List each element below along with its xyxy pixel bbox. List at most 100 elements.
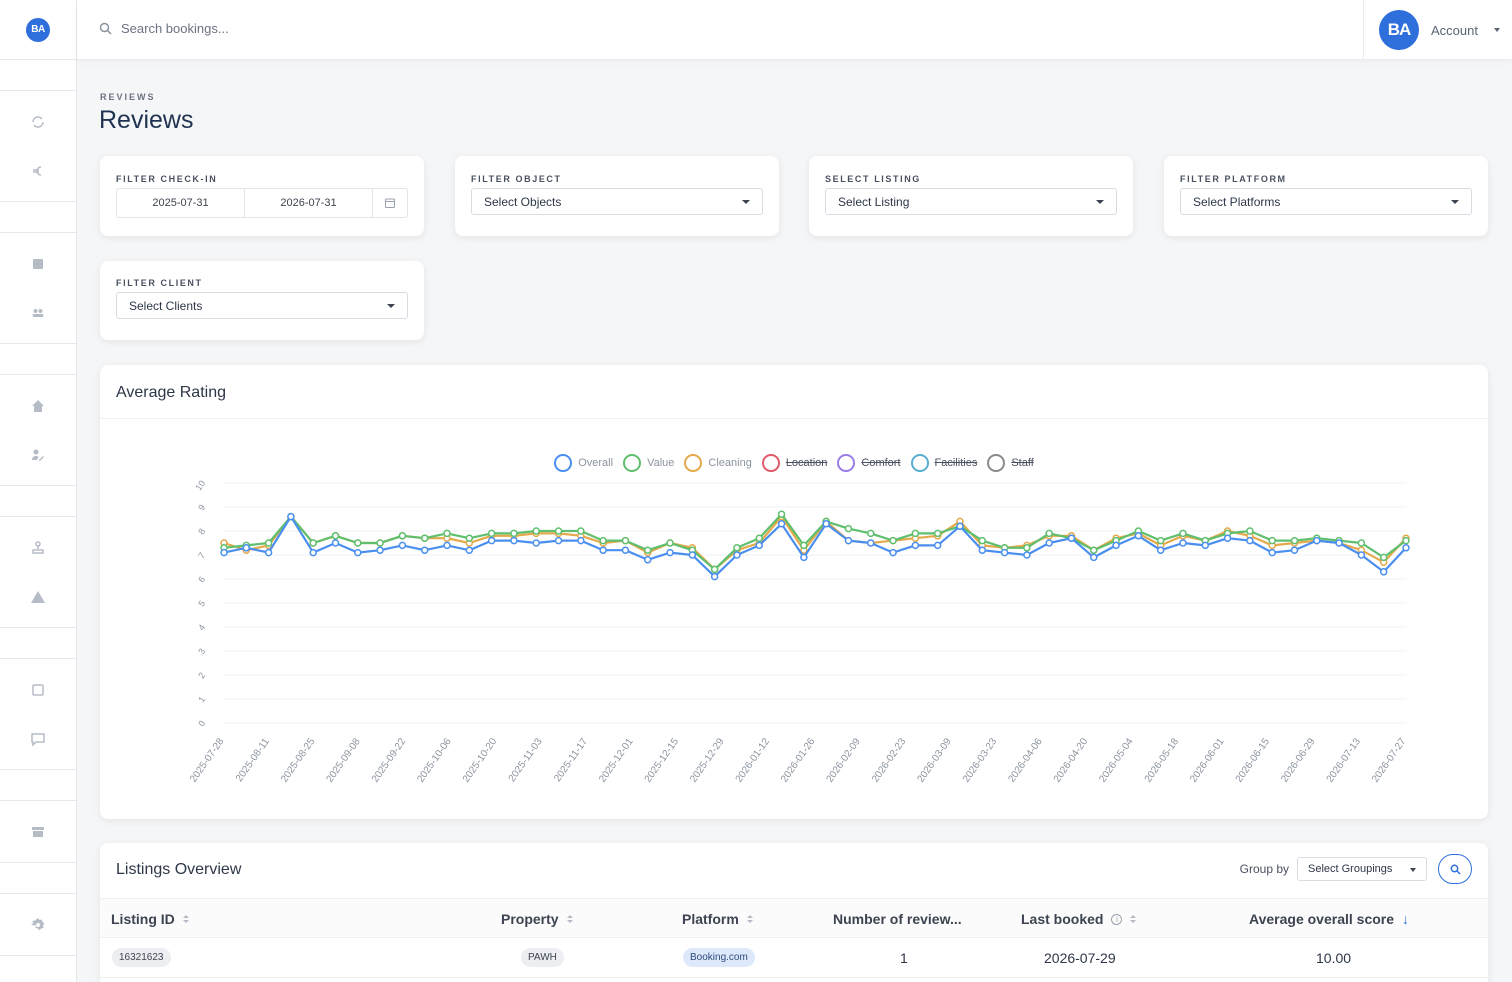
data-point-value [1179, 529, 1187, 538]
avatar[interactable]: BA [1379, 10, 1419, 50]
chevron-down-icon [742, 200, 750, 204]
sidebar-logo[interactable]: BA [0, 0, 76, 60]
data-point-overall [621, 546, 630, 554]
col-listing-id[interactable]: Listing ID [111, 911, 189, 927]
group-by-value: Select Groupings [1308, 863, 1393, 875]
data-point-overall [1045, 539, 1053, 547]
legend-item-overall[interactable]: Overall [554, 454, 613, 472]
col-listing-id-label: Listing ID [111, 911, 175, 927]
group-by-select[interactable]: Select Groupings [1297, 857, 1427, 881]
y-tick-label: 8 [196, 526, 207, 536]
data-point-overall [733, 551, 741, 559]
user-edit-icon[interactable] [0, 430, 76, 479]
x-tick-label: 2025-11-17 [552, 736, 590, 784]
sidebar-group-5 [0, 659, 76, 770]
legend-item-location[interactable]: Location [761, 454, 828, 472]
calendar-icon[interactable] [0, 239, 76, 288]
x-tick-label: 2025-08-25 [279, 736, 318, 785]
x-tick-label: 2025-09-22 [370, 736, 409, 785]
sync-icon[interactable] [0, 97, 76, 146]
filter-object-card: FILTER OBJECT Select Objects [455, 156, 779, 236]
client-select[interactable]: Select Clients [116, 292, 408, 319]
col-property-label: Property [501, 911, 559, 927]
data-point-overall [1023, 551, 1031, 559]
object-select-value: Select Objects [484, 194, 562, 209]
x-tick-label: 2025-10-06 [415, 736, 454, 785]
data-point-overall [420, 546, 429, 554]
checkin-end-input[interactable]: 2026-07-31 [245, 189, 373, 217]
sidebar-spacer [0, 60, 76, 91]
search-input[interactable] [121, 21, 381, 36]
data-point-overall [1313, 536, 1321, 545]
legend-swatch [684, 454, 703, 472]
col-property[interactable]: Property [501, 911, 573, 927]
x-tick-label: 2026-06-15 [1234, 736, 1273, 785]
info-icon[interactable]: i [1111, 913, 1123, 925]
x-tick-label: 2026-05-18 [1143, 736, 1182, 785]
legend-swatch [910, 454, 929, 472]
col-number-of-reviews[interactable]: Number of review... [833, 911, 962, 927]
platform-select[interactable]: Select Platforms [1180, 188, 1472, 215]
average-rating-card: Average Rating Overall Value Cleaning Locat… [100, 365, 1488, 819]
sort-descending-icon: ↓ [1402, 911, 1410, 927]
legend-label: Location [785, 457, 828, 469]
page-title: Reviews [99, 106, 194, 134]
num-reviews-cell: 1 [900, 950, 908, 966]
chevron-down-icon [1493, 28, 1500, 32]
col-platform[interactable]: Platform [682, 911, 753, 927]
legend-item-value[interactable]: Value [623, 454, 674, 472]
data-point-overall [867, 539, 875, 547]
col-last-booked[interactable]: Last booked i [1021, 911, 1137, 927]
inbox-icon[interactable] [0, 665, 76, 714]
data-point-overall [331, 539, 340, 547]
legend-item-staff[interactable]: Staff [987, 454, 1034, 472]
archive-icon[interactable] [0, 807, 76, 856]
search-button[interactable] [1438, 854, 1472, 884]
sidebar: BA [0, 0, 77, 982]
y-tick-label: 0 [196, 718, 207, 728]
sidebar-spacer [0, 486, 76, 517]
x-tick-label: 2026-01-26 [779, 736, 818, 785]
legend-swatch [837, 454, 856, 472]
message-icon[interactable] [0, 714, 76, 763]
data-point-overall [554, 536, 563, 545]
legend-item-facilities[interactable]: Facilities [910, 454, 977, 472]
account-menu[interactable]: BA Account [1363, 0, 1512, 60]
y-tick-label: 1 [196, 694, 207, 704]
object-select[interactable]: Select Objects [471, 188, 763, 215]
data-point-value [487, 529, 496, 538]
legend-item-comfort[interactable]: Comfort [837, 454, 901, 472]
home-icon[interactable] [0, 381, 76, 430]
y-tick-label: 10 [193, 478, 207, 492]
account-label[interactable]: Account [1431, 22, 1478, 38]
y-tick-label: 3 [196, 646, 207, 656]
users-icon[interactable] [0, 288, 76, 337]
data-point-overall [1201, 541, 1210, 550]
data-point-overall [1134, 532, 1143, 540]
data-point-overall [264, 548, 273, 557]
stamp-icon[interactable] [0, 523, 76, 572]
table-row[interactable]: 16321623 PAWH Booking.com 1 2026-07-29 1… [100, 938, 1488, 978]
average-rating-chart: 0 1 2 3 4 5 6 7 8 9 10 2025-07-28 2025-08-11 2025-08-… [188, 478, 1410, 785]
euro-icon[interactable] [0, 146, 76, 195]
warning-icon[interactable] [0, 572, 76, 621]
data-point-overall [1246, 536, 1254, 545]
listing-select[interactable]: Select Listing [825, 188, 1117, 215]
select-listing-card: SELECT LISTING Select Listing [809, 156, 1133, 236]
data-point-value [309, 539, 317, 547]
legend-swatch [987, 454, 1006, 472]
data-point-value [1268, 536, 1276, 545]
data-point-overall [398, 541, 407, 550]
search-icon [1450, 864, 1461, 875]
gear-icon[interactable] [0, 900, 76, 949]
data-point-value [331, 532, 340, 540]
col-average-overall-score[interactable]: Average overall score ↓ [1249, 911, 1409, 927]
checkin-start-input[interactable]: 2025-07-31 [117, 189, 245, 217]
legend-swatch [761, 454, 780, 472]
last-booked-cell: 2026-07-29 [1044, 950, 1116, 966]
legend-item-cleaning[interactable]: Cleaning [684, 454, 752, 472]
chevron-down-icon [1410, 868, 1416, 872]
data-point-overall [376, 546, 384, 554]
calendar-icon[interactable] [373, 189, 407, 217]
sort-icon [746, 915, 753, 923]
